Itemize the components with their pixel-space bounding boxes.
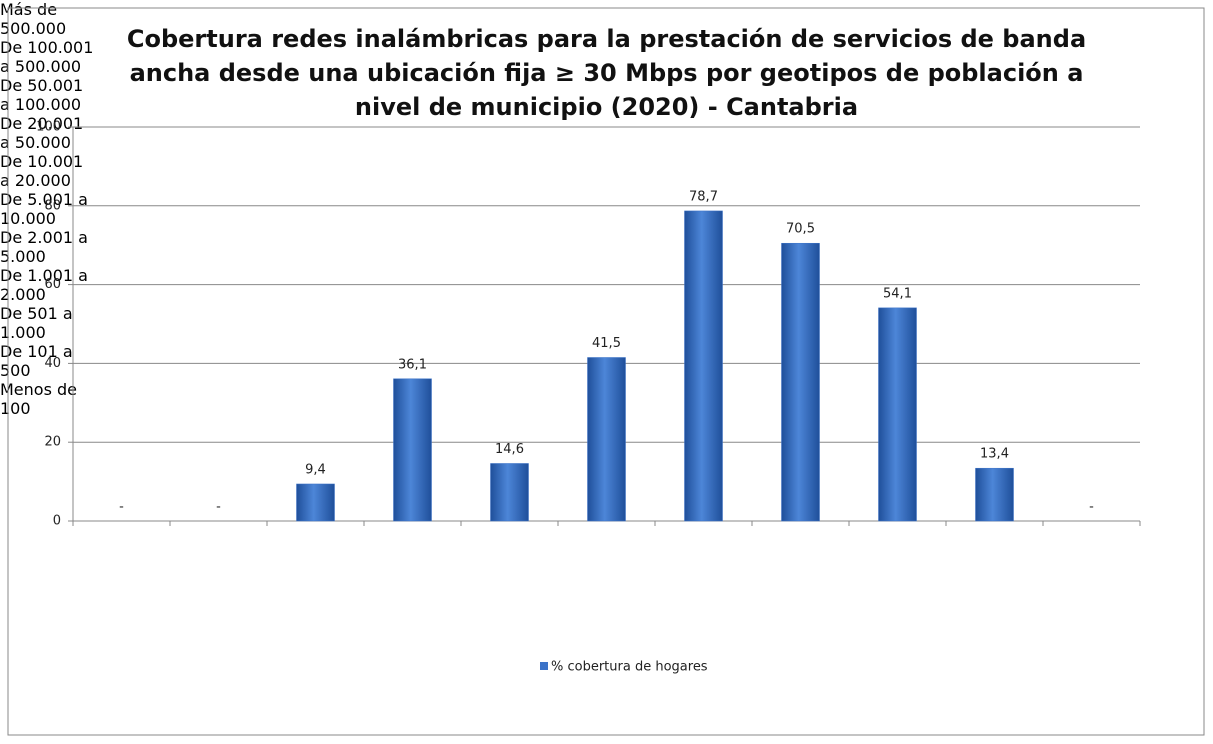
bar <box>781 242 820 522</box>
x-tick-label: De 100.001 a 500.000 <box>0 38 94 76</box>
data-label: 36,1 <box>398 357 427 372</box>
y-tick-label: 60 <box>44 277 61 292</box>
x-tick-label: De 2.001 a 5.000 <box>0 228 88 266</box>
x-tick-label: De 20.001 a 50.000 <box>0 114 84 152</box>
chart-title: Cobertura redes inalámbricas para la pre… <box>126 25 1087 121</box>
data-label: 9,4 <box>305 462 326 477</box>
legend-label: % cobertura de hogares <box>551 660 708 675</box>
y-tick-label: 40 <box>44 356 61 371</box>
x-tick-label: De 50.001 a 100.000 <box>0 76 84 114</box>
bar <box>878 307 917 522</box>
bar <box>296 483 335 522</box>
bar <box>393 378 432 522</box>
x-tick-label: De 501 a 1.000 <box>0 304 73 342</box>
bar <box>975 467 1014 522</box>
y-tick-label: 80 <box>44 198 61 213</box>
bar <box>587 357 626 522</box>
y-tick-label: 100 <box>36 120 61 135</box>
x-tick-label: De 5.001 a 10.000 <box>0 190 88 228</box>
legend-swatch <box>540 662 548 670</box>
data-label: 14,6 <box>495 442 524 457</box>
x-tick-label: De 10.001 a 20.000 <box>0 152 84 190</box>
y-tick-label: 0 <box>53 514 61 529</box>
x-tick-label: Más de 500.000 <box>0 0 67 38</box>
x-tick-label: De 1.001 a 2.000 <box>0 266 88 304</box>
chart-border <box>7 7 1205 736</box>
y-tick-label: 20 <box>44 435 61 450</box>
data-label: - <box>119 500 124 515</box>
data-label: 78,7 <box>689 189 718 204</box>
data-label: - <box>1089 500 1094 515</box>
data-label: 13,4 <box>980 447 1009 462</box>
data-label: - <box>216 500 221 515</box>
data-label: 70,5 <box>786 222 815 237</box>
data-label: 54,1 <box>883 286 912 301</box>
bar <box>684 210 723 522</box>
data-label: 41,5 <box>592 336 621 351</box>
bar <box>490 463 529 522</box>
